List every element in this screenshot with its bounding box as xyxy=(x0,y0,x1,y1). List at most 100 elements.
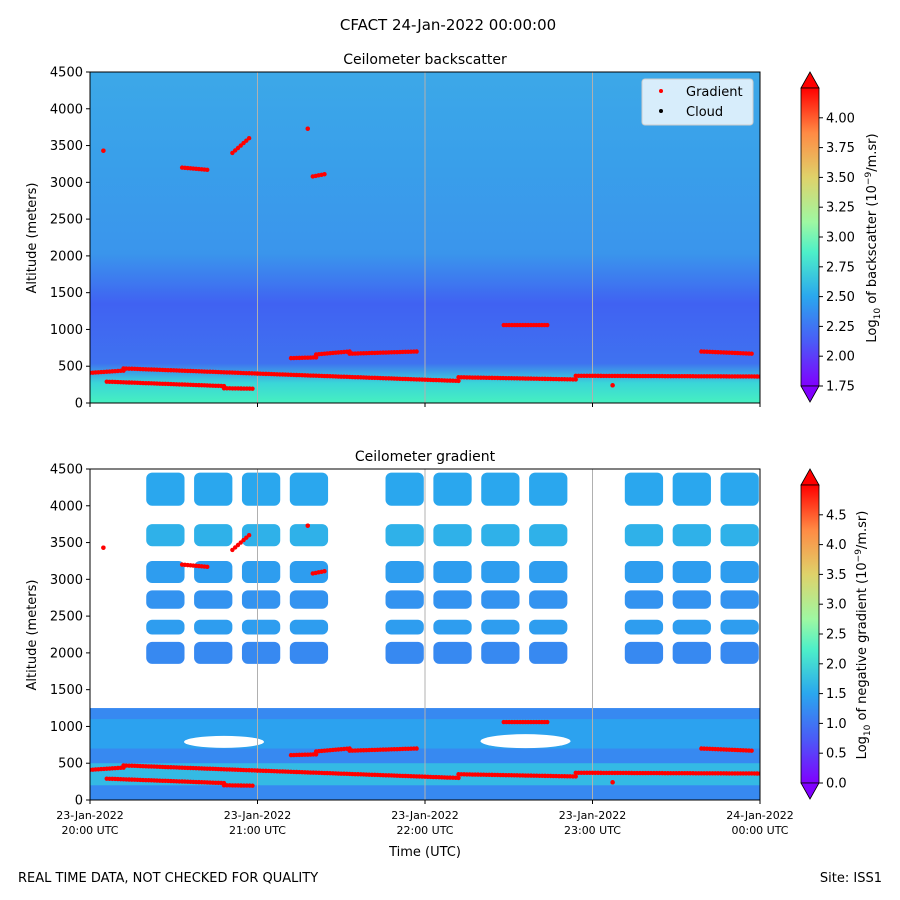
gradient-cloud-patch xyxy=(624,590,664,609)
figure-suptitle: CFACT 24-Jan-2022 00:00:00 xyxy=(340,16,556,34)
gradient-cloud-patch xyxy=(481,472,520,506)
gradient-point xyxy=(757,771,760,776)
gradient-cloud-patch xyxy=(289,524,329,547)
gradient-cloud-patch xyxy=(624,524,664,547)
gradient-point xyxy=(573,774,578,779)
gradient-cloud-patch xyxy=(481,560,520,584)
backscatter-colorbar-label: Log10 of backscatter (10−9/m.sr) xyxy=(864,133,883,342)
y-tick-label: 0 xyxy=(75,794,83,809)
colorbar-tick-label: 0.0 xyxy=(826,777,847,792)
gradient-point xyxy=(246,533,252,538)
gradient-cloud-patch xyxy=(481,524,520,547)
gradient-cloud-patch xyxy=(385,619,424,635)
gradient-cloud-patch xyxy=(720,641,759,664)
y-tick-label: 2000 xyxy=(50,249,83,264)
gradient-cloud-patch xyxy=(385,590,424,609)
gradient-point xyxy=(545,322,550,328)
gradient-cloud-patch xyxy=(194,641,233,664)
gradient-cloud-patch xyxy=(289,560,329,584)
gradient-cloud-patch xyxy=(529,472,568,506)
gradient-cloud-patch xyxy=(433,641,472,664)
gradient-point xyxy=(757,374,760,379)
gradient-cloud-patch xyxy=(720,560,759,584)
y-tick-label: 2500 xyxy=(50,610,83,625)
gradient-point xyxy=(250,386,255,391)
gradient-point xyxy=(101,545,106,550)
colorbar-tick-label: 3.00 xyxy=(826,231,855,246)
gradient-colorbar-body xyxy=(800,484,820,784)
gradient-cloud-patch xyxy=(672,590,711,609)
gradient-cloud-patch xyxy=(529,619,568,635)
colorbar-tick-label: 3.5 xyxy=(826,568,847,583)
gradient-point xyxy=(246,136,252,141)
gradient-point xyxy=(610,780,615,785)
gradient-cloud-patch xyxy=(529,641,568,664)
gradient-cloud-patch xyxy=(672,524,711,547)
x-tick-time-label: 00:00 UTC xyxy=(731,824,788,837)
backscatter-colorbar-lower-arrow xyxy=(800,385,820,403)
legend-box xyxy=(641,78,754,126)
colorbar-tick-label: 2.00 xyxy=(826,350,855,365)
gradient-colorbar-lower-arrow xyxy=(800,782,820,800)
gradient-cloud-patch xyxy=(624,619,664,635)
y-tick-label: 1500 xyxy=(50,286,83,301)
gradient-cloud-patch xyxy=(481,619,520,635)
gradient-point xyxy=(610,383,615,388)
y-tick-label: 1000 xyxy=(50,323,83,338)
gradient-cloud-patch xyxy=(672,641,711,664)
gradient-cloud-patch xyxy=(672,619,711,635)
colorbar-tick-label: 4.5 xyxy=(826,508,847,523)
gradient-cloud-patch xyxy=(146,524,185,547)
gradient-cloud-patch xyxy=(289,641,329,664)
y-tick-label: 4500 xyxy=(50,463,83,478)
colorbar-tick-label: 4.0 xyxy=(826,538,847,553)
gradient-point xyxy=(749,748,754,753)
gradient-cloud-patch xyxy=(385,472,424,506)
gradient-cloud-patch xyxy=(433,619,472,635)
gradient-cloud-patch xyxy=(720,619,759,635)
gradient-cloud-patch xyxy=(529,590,568,609)
gradient-point xyxy=(322,172,327,177)
x-tick-time-label: 21:00 UTC xyxy=(229,824,286,837)
colorbar-tick-label: 3.50 xyxy=(826,171,855,186)
colorbar-tick-label: 0.5 xyxy=(826,747,847,762)
y-tick-label: 1500 xyxy=(50,683,83,698)
y-tick-label: 3000 xyxy=(50,573,83,588)
gradient-point xyxy=(205,564,210,570)
gradient-cloud-patch xyxy=(194,590,233,609)
colorbar-tick-label: 2.75 xyxy=(826,260,855,275)
gradient-cloud-patch xyxy=(481,590,520,609)
gradient-cloud-patch xyxy=(672,560,711,584)
gradient-cloud-patch xyxy=(385,560,424,584)
gradient-cloud-patch xyxy=(433,590,472,609)
gradient-point xyxy=(749,351,754,356)
y-tick-label: 4000 xyxy=(50,102,83,117)
gradient-point xyxy=(205,167,210,173)
gradient-point xyxy=(101,148,106,153)
y-tick-label: 3000 xyxy=(50,176,83,191)
gradient-cloud-patch xyxy=(289,472,329,506)
gradient-cloud-patch xyxy=(289,619,329,635)
gradient-panel: Ceilometer gradient 0 500 1000 1500 2000 2500… xyxy=(25,449,794,860)
colorbar-tick-label: 1.75 xyxy=(826,380,855,395)
gradient-cloud-patch xyxy=(433,472,472,506)
x-tick-date-label: 23-Jan-2022 xyxy=(56,809,124,822)
y-tick-label: 4000 xyxy=(50,499,83,514)
backscatter-colorbar: 1.75 2.00 2.25 2.50 2.75 3.00 3.25 3.50 3.75 4.00… xyxy=(800,71,883,403)
gradient-point xyxy=(456,775,461,781)
footer-site: Site: ISS1 xyxy=(820,871,882,886)
gradient-cloud-patch xyxy=(194,524,233,547)
gradient-point xyxy=(305,126,310,131)
gradient-cloud-patch xyxy=(241,524,281,547)
gradient-colorbar: 0.0 0.5 1.0 1.5 2.0 2.5 3.0 3.5 4.0 4.5 Log10 of … xyxy=(800,468,873,800)
gradient-xlabel: Time (UTC) xyxy=(388,845,461,860)
backscatter-panel: Ceilometer backscatter 0 500 1000 1500 2000 2… xyxy=(25,52,761,412)
y-tick-label: 2500 xyxy=(50,213,83,228)
x-tick-date-label: 23-Jan-2022 xyxy=(224,809,292,822)
y-tick-label: 3500 xyxy=(50,139,83,154)
gradient-title: Ceilometer gradient xyxy=(355,449,496,465)
gradient-point xyxy=(545,719,550,725)
gradient-point xyxy=(414,349,419,354)
colorbar-tick-label: 2.5 xyxy=(826,628,847,643)
gradient-cloud-patch xyxy=(529,560,568,584)
